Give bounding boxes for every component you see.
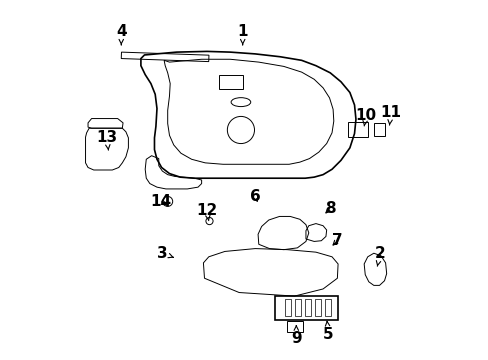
Text: 10: 10 (355, 108, 376, 126)
Bar (314, 299, 320, 316)
Bar (284, 299, 290, 316)
Bar (373, 123, 385, 136)
Text: 9: 9 (290, 325, 301, 346)
Text: 12: 12 (196, 203, 217, 221)
Text: 13: 13 (96, 130, 117, 150)
Text: 4: 4 (116, 24, 126, 45)
Text: 8: 8 (324, 201, 335, 216)
Text: 1: 1 (237, 24, 247, 45)
Bar (219, 75, 242, 89)
Bar (294, 299, 300, 316)
Text: 3: 3 (157, 246, 173, 261)
Text: 6: 6 (249, 189, 260, 203)
Text: 7: 7 (331, 233, 342, 248)
Bar (347, 122, 367, 137)
Text: 11: 11 (380, 105, 401, 125)
Bar (274, 296, 338, 320)
Bar (304, 299, 310, 316)
Text: 2: 2 (374, 246, 385, 266)
Bar (324, 299, 330, 316)
Text: 5: 5 (323, 321, 333, 342)
Bar (286, 321, 302, 332)
Bar (121, 52, 208, 62)
Text: 14: 14 (150, 194, 171, 209)
